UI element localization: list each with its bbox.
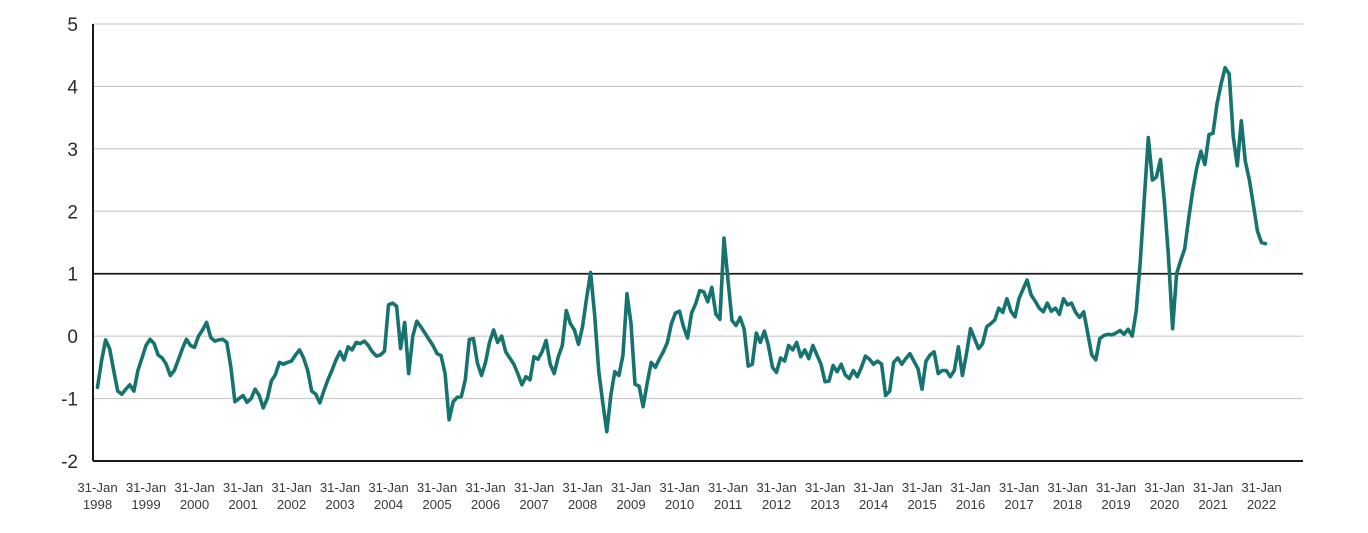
x-tick-label-2005: 31-Jan 2005 (417, 480, 457, 512)
series-polyline (95, 65, 1268, 434)
y-tick-label-3: 3 (67, 140, 78, 161)
x-tick-label-2018: 31-Jan 2018 (1047, 480, 1087, 512)
x-tick-label-2012: 31-Jan 2012 (756, 480, 796, 512)
x-tick-label-2017: 31-Jan 2017 (999, 480, 1039, 512)
y-tick-label--1: -1 (61, 390, 78, 411)
x-tick-label-2008: 31-Jan 2008 (562, 480, 602, 512)
y-tick-label--2: -2 (61, 452, 78, 473)
x-tick-label-2011: 31-Jan 2011 (708, 480, 748, 512)
x-tick-label-2019: 31-Jan 2019 (1096, 480, 1136, 512)
x-tick-label-2006: 31-Jan 2006 (465, 480, 505, 512)
y-tick-label-5: 5 (67, 15, 78, 36)
x-tick-label-2003: 31-Jan 2003 (320, 480, 360, 512)
x-tick-label-2014: 31-Jan 2014 (853, 480, 893, 512)
x-tick-label-1999: 31-Jan 1999 (126, 480, 166, 512)
y-axis-labels: 5 4 3 2 1 0 -1 -2 (61, 15, 78, 473)
x-tick-label-2009: 31-Jan 2009 (611, 480, 651, 512)
x-tick-label-1998: 31-Jan 1998 (77, 480, 117, 512)
x-tick-label-2010: 31-Jan 2010 (659, 480, 699, 512)
y-tick-label-2: 2 (67, 202, 78, 223)
y-tick-label-0: 0 (67, 327, 78, 348)
x-tick-label-2000: 31-Jan 2000 (174, 480, 214, 512)
x-tick-label-2007: 31-Jan 2007 (514, 480, 554, 512)
y-tick-label-1: 1 (67, 265, 78, 286)
x-tick-label-2022: 31-Jan 2022 (1241, 480, 1281, 512)
x-tick-label-2015: 31-Jan 2015 (902, 480, 942, 512)
x-tick-label-2020: 31-Jan 2020 (1144, 480, 1184, 512)
x-tick-label-2001: 31-Jan 2001 (223, 480, 263, 512)
x-tick-label-2002: 31-Jan 2002 (271, 480, 311, 512)
gridlines (93, 23, 1303, 400)
x-tick-label-2016: 31-Jan 2016 (950, 480, 990, 512)
x-tick-label-2004: 31-Jan 2004 (368, 480, 408, 512)
axes (92, 24, 1303, 462)
data-series-line (95, 65, 1268, 434)
x-tick-label-2013: 31-Jan 2013 (805, 480, 845, 512)
x-tick-label-2021: 31-Jan 2021 (1193, 480, 1233, 512)
y-tick-label-4: 4 (67, 77, 78, 98)
